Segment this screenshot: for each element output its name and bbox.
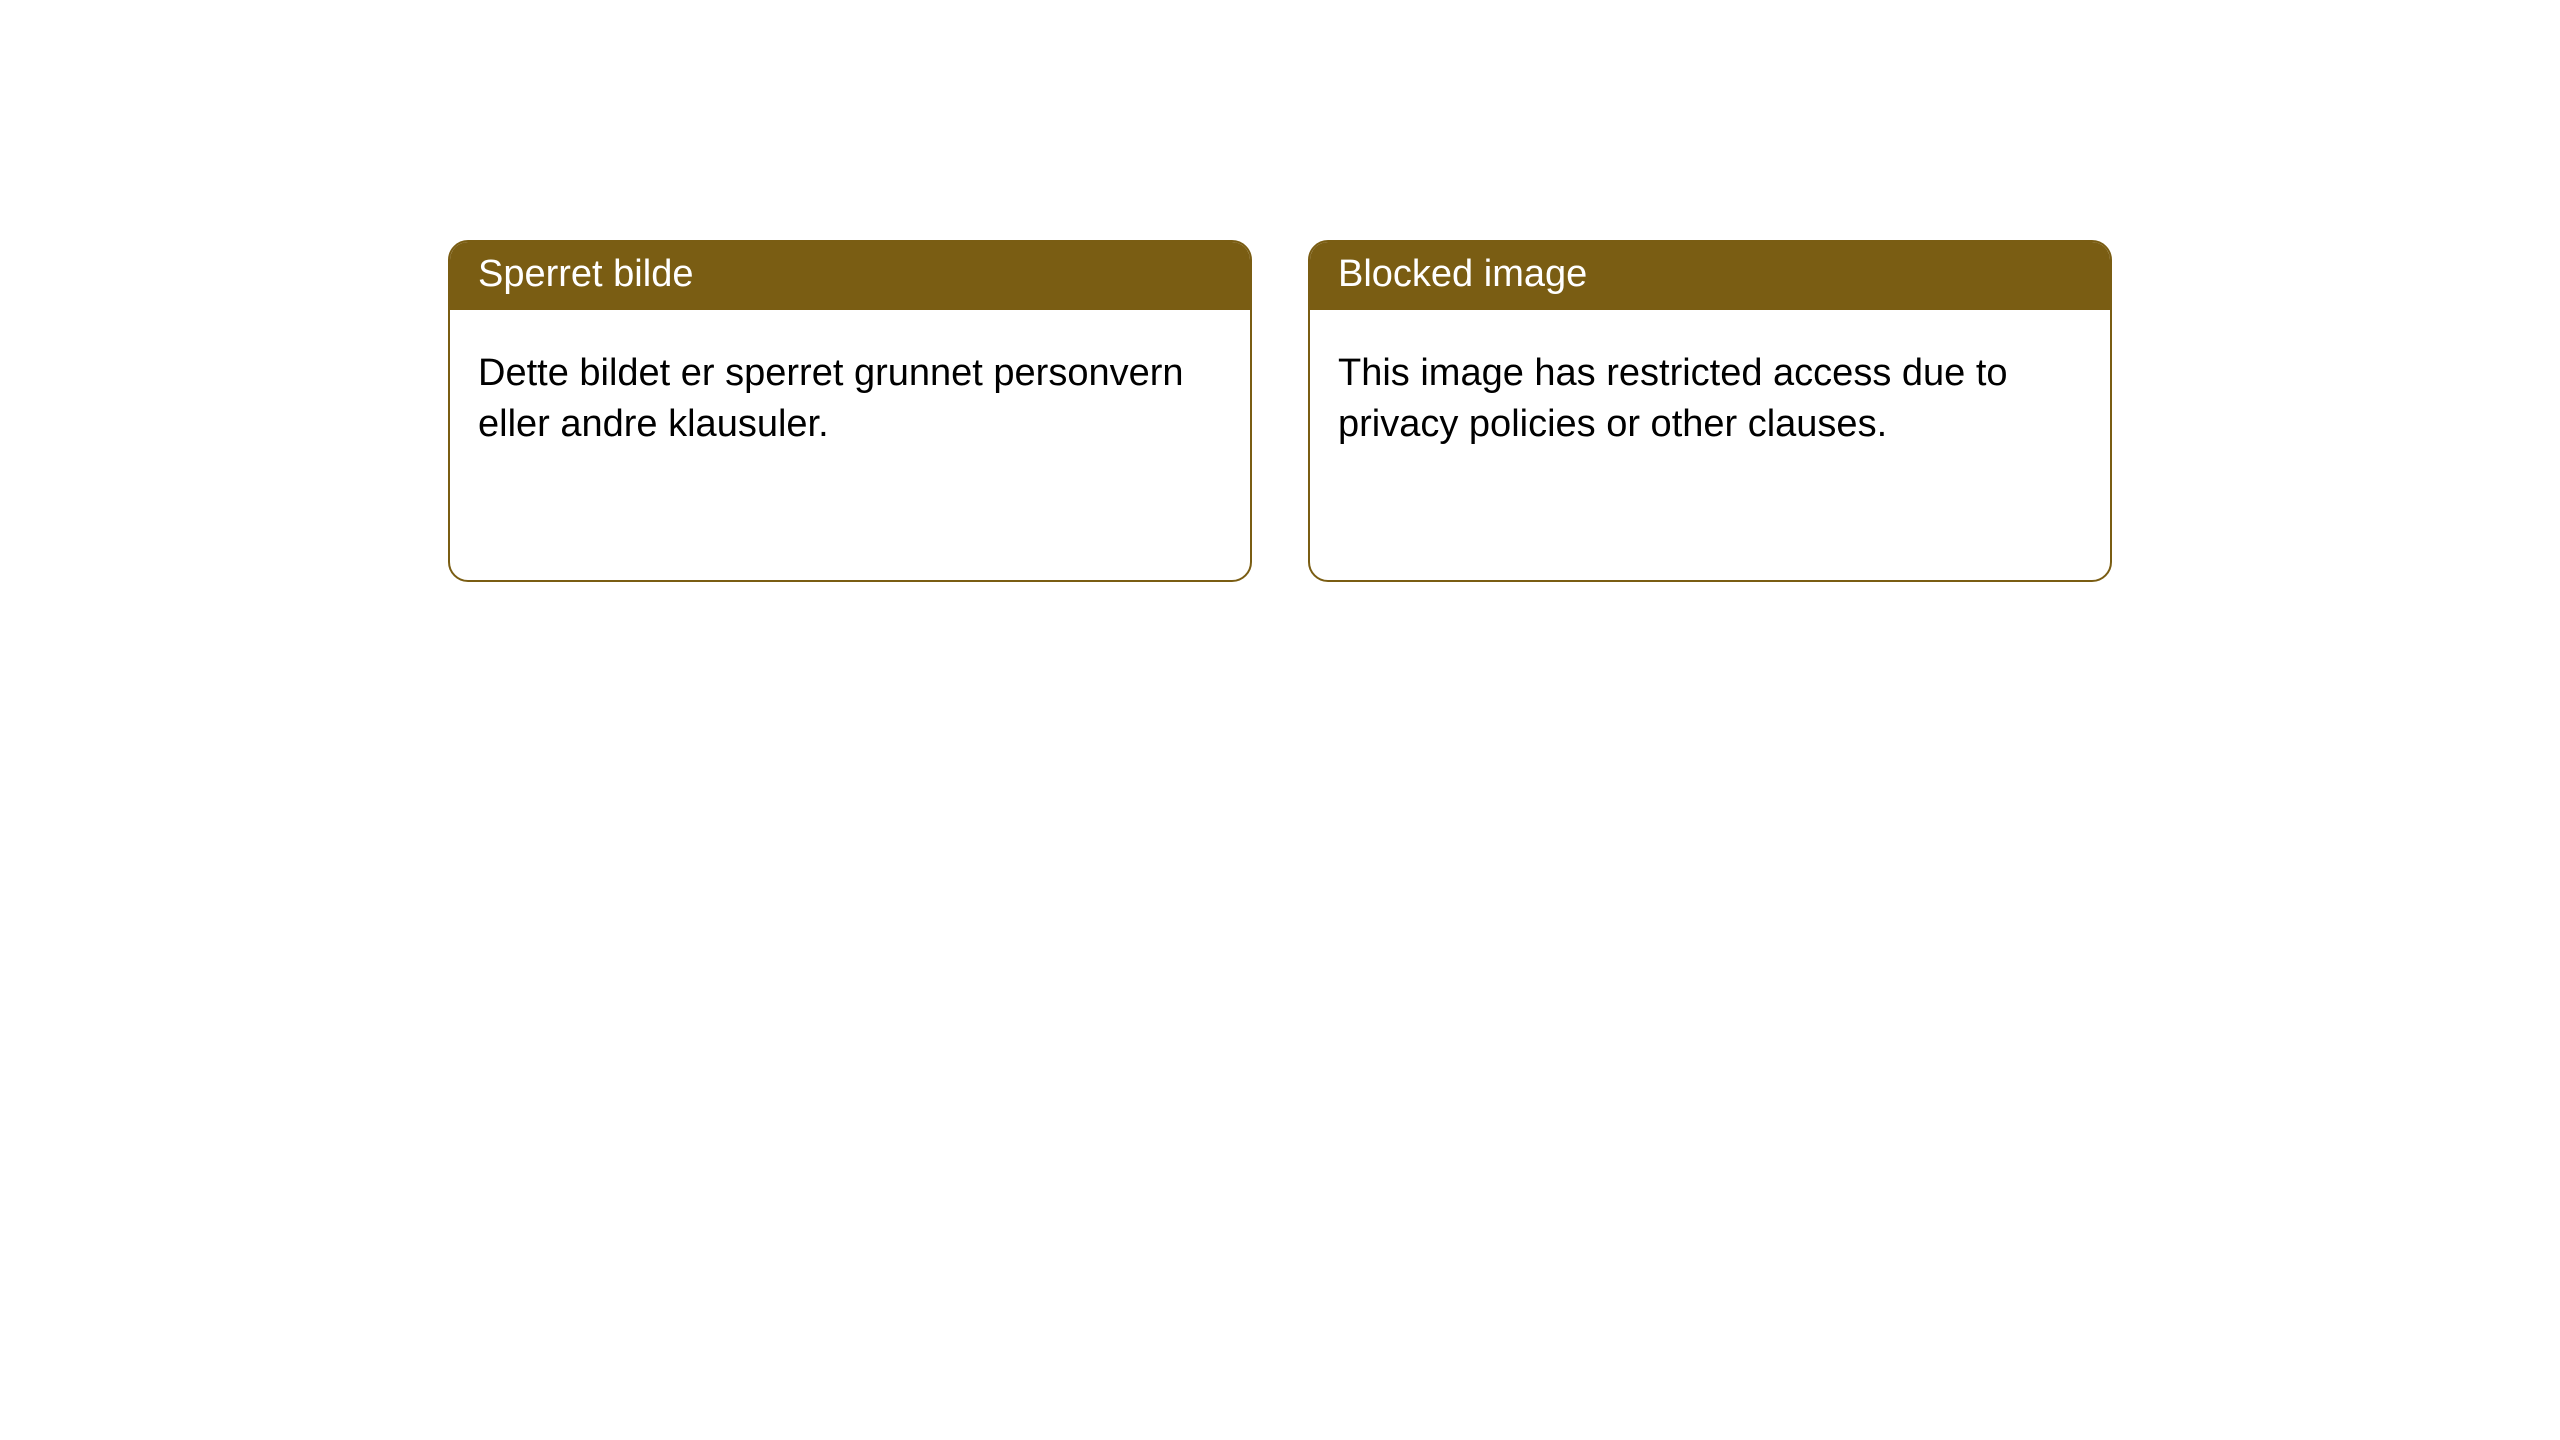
- notice-header-en: Blocked image: [1310, 242, 2110, 310]
- notice-text-en: This image has restricted access due to …: [1338, 348, 2082, 451]
- notice-container: Sperret bilde Dette bildet er sperret gr…: [0, 0, 2560, 582]
- notice-body-en: This image has restricted access due to …: [1310, 310, 2110, 580]
- notice-header-no: Sperret bilde: [450, 242, 1250, 310]
- notice-body-no: Dette bildet er sperret grunnet personve…: [450, 310, 1250, 580]
- notice-card-en: Blocked image This image has restricted …: [1308, 240, 2112, 582]
- notice-card-no: Sperret bilde Dette bildet er sperret gr…: [448, 240, 1252, 582]
- notice-text-no: Dette bildet er sperret grunnet personve…: [478, 348, 1222, 451]
